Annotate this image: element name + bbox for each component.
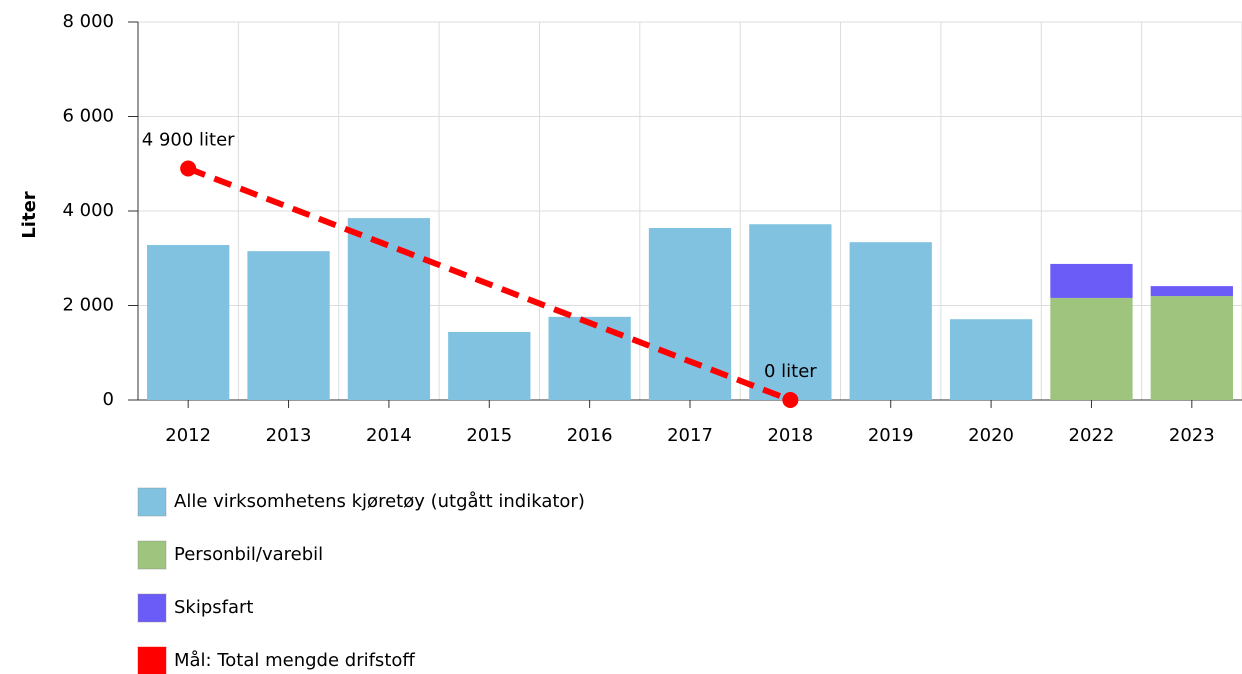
x-tick-label: 2018 [767, 425, 813, 446]
x-tick-label: 2017 [667, 425, 713, 446]
x-tick-label: 2013 [266, 425, 312, 446]
legend-label: Skipsfart [174, 597, 253, 618]
x-tick-label: 2023 [1169, 425, 1215, 446]
target-point [180, 160, 197, 177]
y-axis-label: Liter [19, 191, 40, 238]
legend-label: Alle virksomhetens kjøretøy (utgått indi… [174, 491, 585, 512]
legend-label: Mål: Total mengde drifstoff [174, 650, 415, 671]
y-tick-label: 4 000 [62, 200, 114, 221]
y-tick-label: 6 000 [62, 106, 114, 127]
bar [548, 316, 631, 400]
bar [1150, 286, 1233, 297]
bar [448, 331, 531, 400]
bar [749, 224, 832, 400]
legend-swatch [137, 593, 167, 623]
bar [949, 319, 1033, 400]
legend-label: Personbil/varebil [174, 544, 323, 565]
legend-swatch [137, 646, 167, 674]
y-tick-label: 8 000 [62, 11, 114, 32]
bar [849, 242, 932, 400]
bar [1050, 297, 1133, 400]
target-line [187, 165, 792, 403]
x-tick-label: 2015 [466, 425, 512, 446]
data-label: 4 900 liter [142, 129, 235, 150]
x-tick-label: 2014 [366, 425, 412, 446]
bar [1050, 263, 1133, 298]
x-tick-label: 2016 [567, 425, 613, 446]
y-tick-label: 2 000 [62, 295, 114, 316]
target-point [782, 392, 799, 408]
x-tick-label: 2022 [1069, 425, 1115, 446]
bar [247, 251, 330, 400]
bar [347, 218, 431, 400]
bar [1150, 296, 1233, 400]
legend-swatch [137, 540, 167, 570]
legend-swatch [137, 487, 167, 517]
x-tick-label: 2019 [868, 425, 914, 446]
x-tick-label: 2012 [165, 425, 211, 446]
y-tick-label: 0 [103, 389, 114, 410]
bar [147, 245, 230, 400]
data-label: 0 liter [764, 361, 817, 382]
x-tick-label: 2020 [968, 425, 1014, 446]
